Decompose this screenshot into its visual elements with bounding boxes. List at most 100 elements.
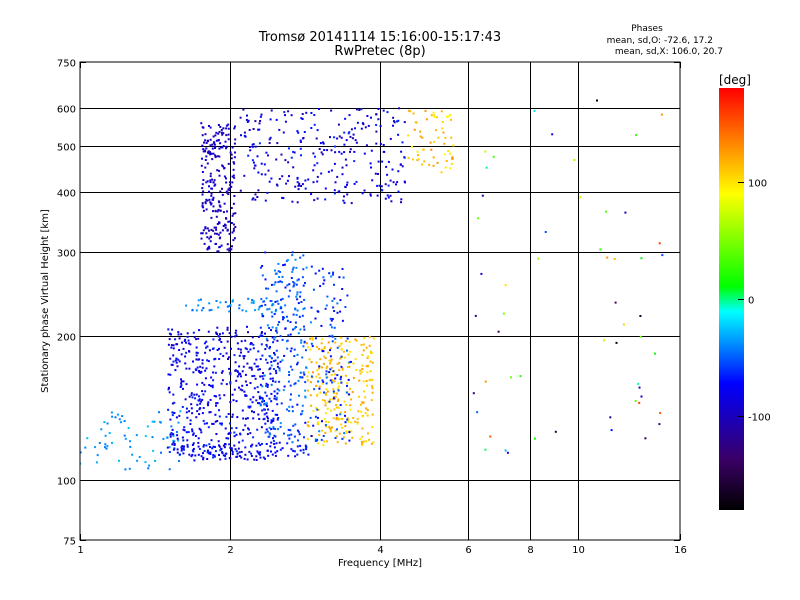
- data-point: [349, 360, 352, 363]
- data-point: [255, 444, 258, 447]
- data-point: [384, 197, 387, 200]
- data-point: [106, 422, 109, 425]
- data-point: [207, 330, 210, 333]
- data-point: [336, 374, 339, 377]
- data-point: [188, 350, 191, 353]
- data-point: [363, 337, 366, 340]
- data-point: [230, 248, 233, 251]
- data-point: [212, 422, 215, 425]
- data-point: [369, 194, 372, 197]
- data-point: [362, 343, 365, 346]
- data-point: [171, 443, 174, 446]
- data-point: [413, 128, 416, 131]
- data-point: [296, 453, 299, 456]
- data-point: [178, 360, 181, 363]
- data-point: [314, 155, 316, 158]
- data-point: [197, 441, 200, 444]
- data-point: [306, 438, 309, 441]
- data-point: [294, 258, 297, 261]
- data-point: [207, 360, 210, 363]
- data-point: [272, 427, 275, 430]
- data-point: [278, 276, 280, 278]
- data-point: [318, 148, 321, 150]
- data-point: [184, 398, 187, 401]
- data-point: [244, 380, 247, 383]
- data-point: [322, 380, 325, 383]
- data-point: [441, 127, 444, 130]
- grid-lines: [80, 62, 680, 540]
- data-point: [324, 307, 327, 310]
- data-point: [181, 445, 184, 448]
- data-point: [205, 232, 208, 235]
- data-point: [340, 348, 343, 350]
- data-point: [330, 373, 333, 376]
- data-point: [261, 313, 264, 315]
- data-point: [296, 279, 299, 282]
- data-point: [170, 363, 173, 366]
- data-point: [216, 326, 219, 329]
- data-point: [207, 152, 210, 155]
- data-point: [265, 287, 268, 290]
- data-point: [333, 189, 336, 192]
- data-point: [213, 184, 216, 187]
- data-point: [225, 127, 228, 130]
- data-point: [218, 415, 221, 418]
- data-point: [227, 123, 230, 126]
- data-point: [188, 367, 191, 370]
- data-point: [103, 421, 106, 424]
- data-point: [323, 440, 326, 443]
- data-point: [344, 158, 347, 161]
- data-point: [342, 436, 345, 439]
- data-point: [225, 145, 228, 148]
- data-point: [345, 164, 348, 167]
- data-point: [313, 388, 316, 391]
- data-point: [282, 316, 285, 319]
- data-point: [293, 348, 296, 351]
- data-point: [328, 335, 331, 338]
- data-point: [266, 339, 269, 342]
- data-point: [210, 202, 213, 205]
- data-point: [288, 437, 291, 440]
- data-point: [375, 113, 378, 116]
- data-point: [192, 360, 194, 363]
- data-point: [296, 403, 299, 406]
- data-point: [336, 346, 339, 349]
- data-point: [203, 444, 206, 447]
- data-point: [301, 356, 304, 359]
- data-point: [274, 269, 276, 272]
- data-point: [211, 143, 214, 146]
- data-point: [307, 371, 310, 374]
- data-point: [178, 453, 181, 456]
- data-point: [234, 448, 237, 451]
- data-point: [361, 364, 364, 367]
- data-point: [316, 129, 319, 132]
- data-point: [233, 162, 236, 165]
- data-point: [302, 137, 305, 139]
- data-point: [330, 149, 333, 152]
- data-point: [443, 153, 446, 156]
- data-point: [272, 360, 275, 363]
- data-point: [371, 385, 373, 388]
- data-point: [290, 114, 293, 117]
- data-point: [291, 200, 294, 203]
- data-point: [257, 335, 260, 338]
- data-point: [204, 139, 207, 142]
- data-point: [283, 263, 286, 266]
- data-point: [276, 331, 279, 334]
- data-point: [278, 380, 281, 383]
- data-point: [361, 442, 364, 445]
- data-point: [186, 416, 189, 419]
- data-point: [261, 399, 264, 402]
- data-point: [303, 373, 306, 376]
- data-point: [241, 409, 244, 412]
- data-point: [275, 290, 278, 293]
- data-point: [451, 157, 454, 160]
- data-point: [280, 307, 283, 310]
- data-point: [279, 425, 282, 428]
- data-point: [215, 226, 217, 229]
- data-point: [276, 339, 279, 342]
- data-point: [276, 418, 279, 421]
- data-point: [188, 395, 191, 398]
- data-point: [369, 193, 372, 196]
- data-point: [324, 402, 327, 404]
